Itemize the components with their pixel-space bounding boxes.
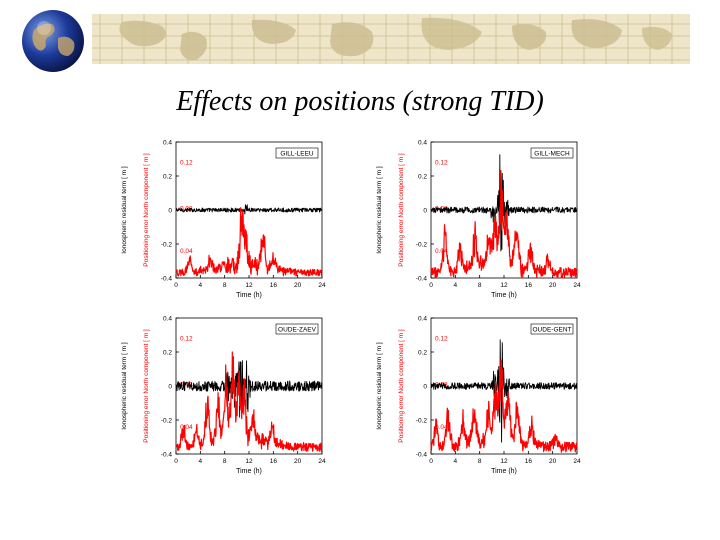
y-tick-label: -0.4 [416,276,428,283]
y-axis-title-position: Positioning error North component [ m ] [143,329,150,443]
series-line-ionospheric [175,360,323,418]
x-tick-label: 4 [199,282,203,289]
x-tick-label: 0 [174,282,178,289]
x-tick-label: 20 [549,458,557,465]
chart-panel: Positioning error North component [ m ] I… [121,140,326,300]
x-axis-title: Time (h) [491,292,517,299]
y-tick-label: -0.2 [416,418,428,425]
y-tick-label: -0.2 [161,242,173,249]
x-tick-label: 16 [525,282,533,289]
x-tick-label: 8 [223,458,227,465]
y-axis-title-ionosphere: Ionospheric residual term [ m ] [376,342,383,430]
chart-panel: Positioning error North component [ m ] I… [121,316,326,476]
inner-scale-label: 0.12 [180,159,193,166]
x-tick-label: 24 [573,282,581,289]
inner-scale-label: 0.12 [180,335,193,342]
y-axis-title-position: Positioning error North component [ m ] [143,153,150,267]
series-line-ionospheric [175,204,323,215]
y-tick-label: -0.2 [416,242,428,249]
x-tick-label: 8 [223,282,227,289]
x-tick-label: 16 [525,458,533,465]
y-tick-label: -0.4 [416,452,428,459]
x-tick-label: 16 [270,282,278,289]
x-tick-label: 12 [245,458,253,465]
x-tick-label: 16 [270,458,278,465]
inner-scale-label: 0.04 [435,248,448,255]
y-tick-label: 0.4 [418,316,427,323]
inner-scale-label: 0.12 [435,335,448,342]
slide-title: Effects on positions (strong TID) [176,86,544,117]
inner-scale-label: 0.04 [435,424,448,431]
x-tick-label: 24 [573,458,581,465]
y-axis-title-ionosphere: Ionospheric residual term [ m ] [121,342,128,430]
x-tick-label: 4 [454,458,458,465]
x-tick-label: 20 [294,458,302,465]
y-tick-label: 0.4 [418,140,427,147]
station-pair-box [530,147,574,159]
x-tick-label: 0 [429,282,433,289]
y-tick-label: 0 [168,208,172,215]
y-tick-label: 0.4 [163,140,172,147]
x-axis-title: Time (h) [236,292,262,299]
y-tick-label: 0.2 [163,350,172,357]
station-pair-box [275,147,319,159]
x-tick-label: 12 [500,282,508,289]
x-tick-label: 8 [478,282,482,289]
inner-scale-label: 0.04 [180,248,193,255]
header-banner [92,14,690,64]
x-tick-label: 24 [318,458,326,465]
globe-icon [22,10,84,72]
x-tick-label: 20 [549,282,557,289]
x-axis-title: Time (h) [236,468,262,475]
world-map-grid [92,14,690,64]
station-pair-label: GILL-LEEU [280,151,314,158]
x-tick-label: 4 [199,458,203,465]
station-pair-label: OUDE-ZAEV [278,327,317,334]
x-tick-label: 0 [429,458,433,465]
station-pair-label: GILL-MECH [534,151,570,158]
y-axis-title-position: Positioning error North component [ m ] [398,329,405,443]
inner-scale-label: 0.12 [435,159,448,166]
series-line-position-error [430,170,578,279]
station-pair-box [275,323,319,335]
inner-scale-label: 0.08 [180,381,193,388]
y-tick-label: 0.2 [418,174,427,181]
y-tick-label: 0.2 [163,174,172,181]
y-tick-label: 0.4 [163,316,172,323]
y-tick-label: 0 [423,384,427,391]
x-tick-label: 20 [294,282,302,289]
series-line-ionospheric [430,339,578,443]
station-pair-label: OUDE-GENT [533,327,572,334]
x-tick-label: 0 [174,458,178,465]
series-line-ionospheric [430,154,578,252]
y-tick-label: 0 [168,384,172,391]
x-tick-label: 4 [454,282,458,289]
series-line-position-error [175,351,323,452]
y-tick-label: -0.2 [161,418,173,425]
series-line-position-error [430,359,578,453]
y-axis-title-ionosphere: Ionospheric residual term [ m ] [376,166,383,254]
y-axis-title-position: Positioning error North component [ m ] [398,153,405,267]
chart-panel: Positioning error North component [ m ] I… [376,316,581,476]
x-tick-label: 24 [318,282,326,289]
x-tick-label: 12 [500,458,508,465]
y-tick-label: -0.4 [161,452,173,459]
station-pair-box [530,323,574,335]
series-line-position-error [175,207,323,277]
y-tick-label: 0.2 [418,350,427,357]
inner-scale-label: 0.04 [180,424,193,431]
x-tick-label: 12 [245,282,253,289]
x-tick-label: 8 [478,458,482,465]
y-axis-title-ionosphere: Ionospheric residual term [ m ] [121,166,128,254]
x-axis-title: Time (h) [491,468,517,475]
tid-figure: Positioning error North component [ m ] I… [110,132,590,480]
y-tick-label: 0 [423,208,427,215]
chart-panel: Positioning error North component [ m ] I… [376,140,581,300]
y-tick-label: -0.4 [161,276,173,283]
